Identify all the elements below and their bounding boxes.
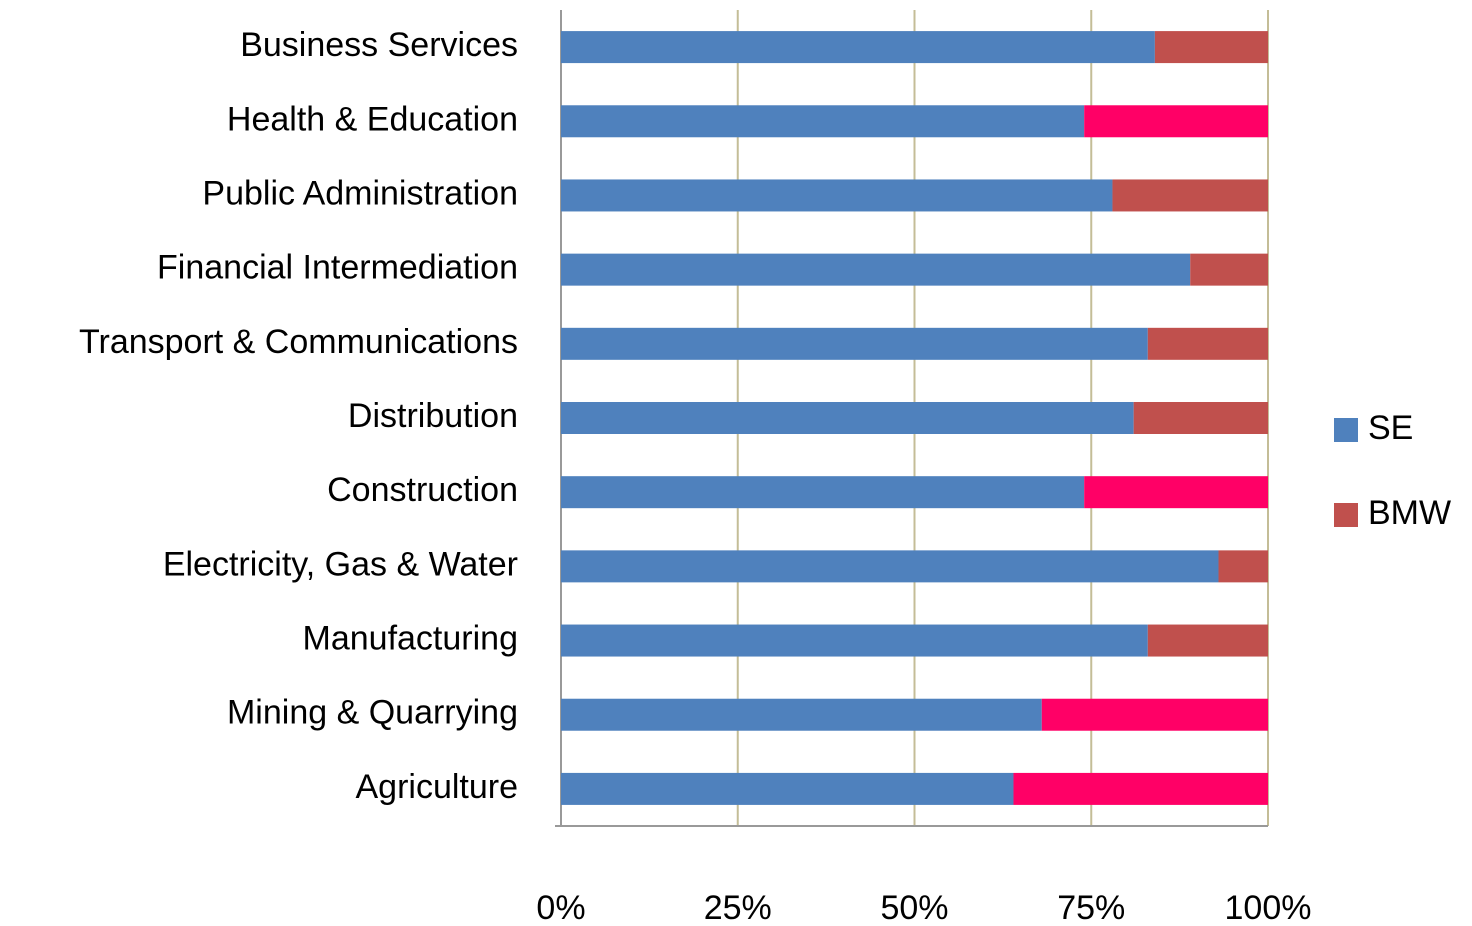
bar-segment	[561, 772, 1014, 805]
bar-segment	[561, 179, 1113, 212]
y-tick-label: Construction	[327, 471, 518, 509]
bar-segment	[1084, 105, 1268, 138]
bar-segment	[1084, 476, 1268, 509]
bar-segment	[1041, 698, 1268, 731]
bar-segment	[1133, 402, 1268, 434]
bar-segment	[561, 253, 1191, 286]
bar-segment	[561, 624, 1148, 657]
y-tick-label: Distribution	[348, 397, 518, 435]
bar-segment	[1147, 624, 1268, 657]
y-tick-label: Public Administration	[202, 174, 518, 212]
legend-label: BMW	[1368, 494, 1451, 532]
y-tick-label: Agriculture	[355, 768, 518, 806]
bar-segment	[561, 105, 1085, 138]
y-tick-label: Electricity, Gas & Water	[163, 545, 518, 583]
x-tick-label: 100%	[1225, 889, 1312, 926]
y-tick-label: Transport & Communications	[79, 323, 518, 361]
bar-segment	[1154, 31, 1268, 64]
legend-swatch	[1334, 503, 1358, 527]
x-tick-label: 50%	[880, 889, 948, 926]
x-tick-label: 75%	[1057, 889, 1125, 926]
bar-segment	[1218, 550, 1268, 583]
bar-segment	[561, 31, 1155, 64]
bar-segment	[561, 476, 1085, 509]
bar-segment	[561, 550, 1219, 583]
bar-segment	[561, 327, 1148, 360]
x-tick-label: 0%	[536, 889, 585, 926]
legend-swatch	[1334, 418, 1358, 442]
y-tick-label: Business Services	[240, 26, 518, 64]
bar-segment	[561, 402, 1134, 434]
bar-segment	[561, 698, 1042, 731]
bar-segment	[1190, 253, 1268, 286]
y-tick-label: Mining & Quarrying	[227, 694, 518, 732]
y-tick-label: Manufacturing	[303, 620, 518, 658]
y-tick-label: Financial Intermediation	[157, 249, 518, 287]
y-tick-label: Health & Education	[227, 100, 518, 138]
bar-segment	[1147, 327, 1268, 360]
legend-label: SE	[1368, 409, 1413, 447]
bar-segment	[1112, 179, 1268, 212]
x-tick-label: 25%	[704, 889, 772, 926]
bar-segment	[1013, 772, 1268, 805]
